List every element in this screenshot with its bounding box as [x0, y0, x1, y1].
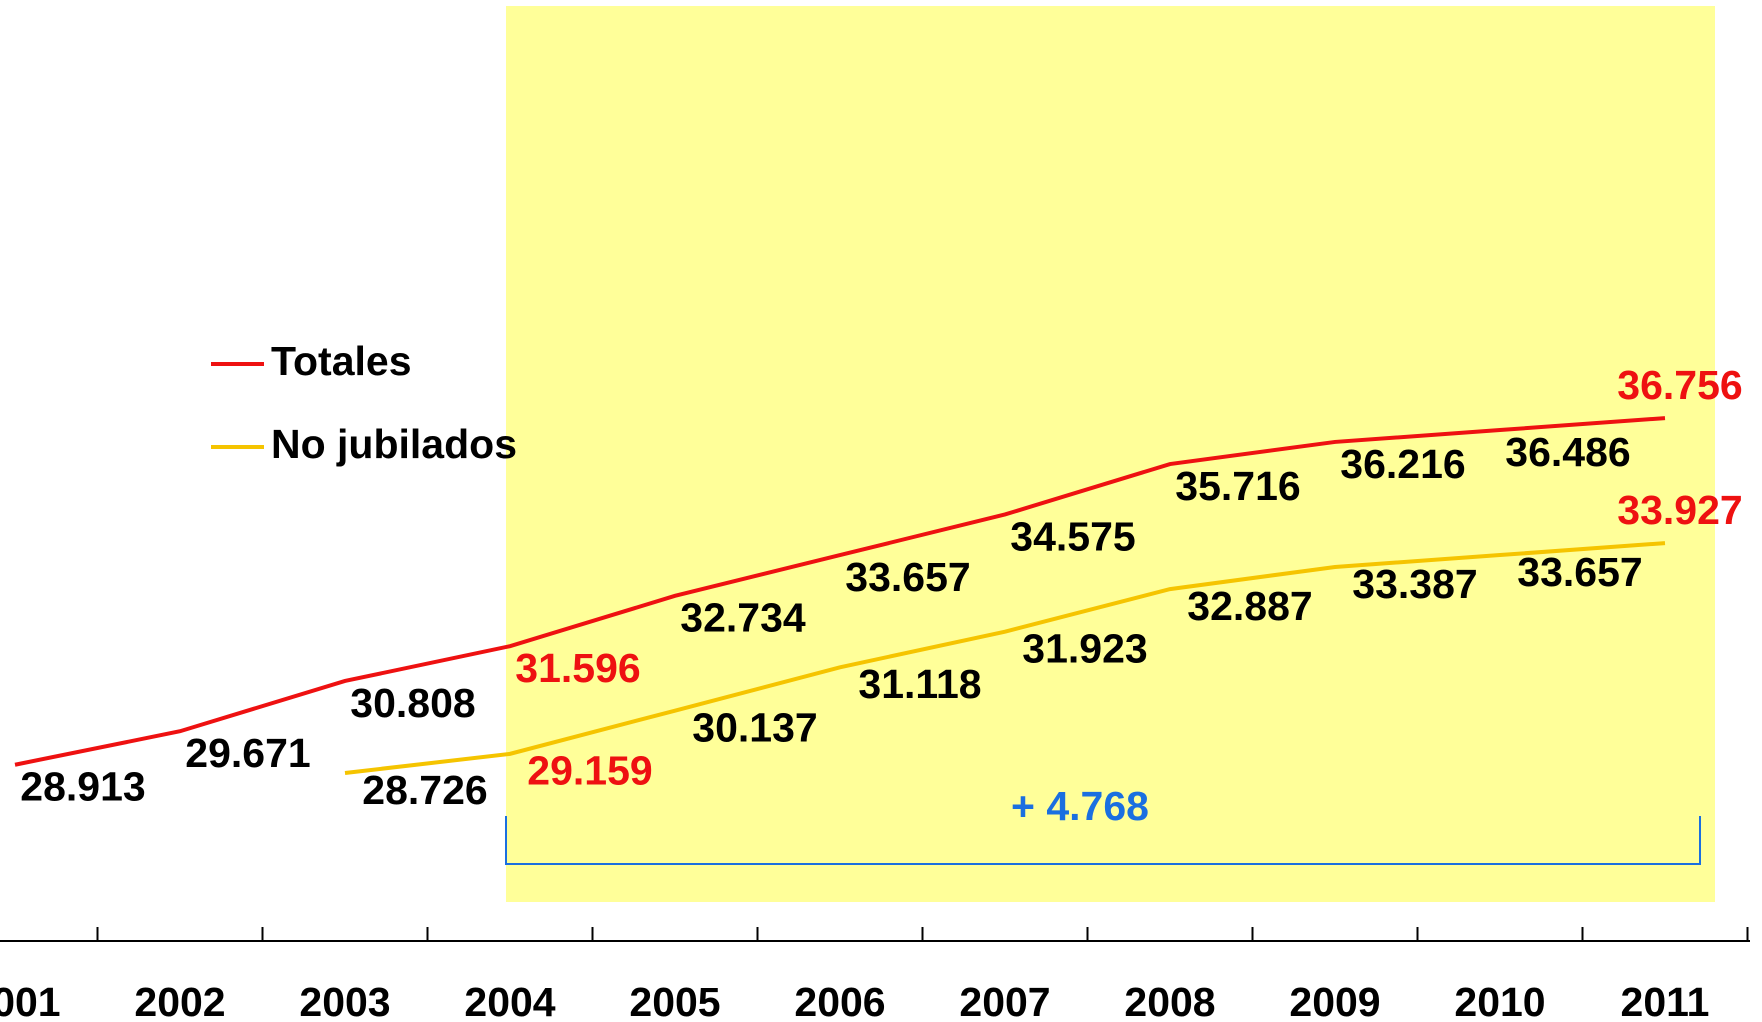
data-label: 35.716 — [1175, 463, 1300, 509]
data-label: 28.913 — [20, 764, 145, 810]
series-line — [14, 416, 1666, 767]
data-label: 29.159 — [527, 748, 652, 794]
x-tick-label: 2002 — [134, 979, 225, 1022]
data-label: 34.575 — [1010, 513, 1135, 559]
data-label: 33.657 — [845, 554, 970, 600]
data-label: 29.671 — [185, 730, 310, 776]
x-tick-label: 2001 — [0, 979, 61, 1022]
data-label: 36.756 — [1617, 362, 1742, 408]
annotation: + 4.768 — [1011, 783, 1149, 829]
x-tick-label: 2010 — [1454, 979, 1545, 1022]
x-tick-label: 2004 — [464, 979, 555, 1022]
highlight-region — [506, 6, 1715, 902]
data-label: 33.387 — [1352, 561, 1477, 607]
data-label: 32.734 — [680, 595, 806, 641]
data-label: 33.657 — [1517, 549, 1642, 595]
data-label: 30.137 — [692, 704, 817, 750]
data-label: 32.887 — [1187, 583, 1312, 629]
x-tick-label: 2007 — [959, 979, 1050, 1022]
x-tick-label: 2008 — [1124, 979, 1215, 1022]
x-tick-label: 2003 — [299, 979, 390, 1022]
x-tick-label: 2005 — [629, 979, 720, 1022]
data-label: 28.726 — [362, 767, 487, 813]
x-tick-label: 2011 — [1621, 979, 1710, 1022]
data-label: 30.808 — [350, 680, 475, 726]
data-label: 31.118 — [858, 661, 981, 707]
data-label: 33.927 — [1617, 487, 1742, 533]
x-tick-label: 2006 — [794, 979, 885, 1022]
data-label: 31.923 — [1022, 626, 1147, 672]
legend-label: Totales — [271, 338, 412, 384]
bracket — [505, 816, 1701, 865]
data-label: 36.486 — [1505, 429, 1630, 475]
data-label: 31.596 — [515, 645, 640, 691]
x-tick-label: 2009 — [1289, 979, 1380, 1022]
data-label: 36.216 — [1340, 441, 1465, 487]
series-line — [344, 541, 1666, 775]
legend-label: No jubilados — [271, 421, 517, 467]
